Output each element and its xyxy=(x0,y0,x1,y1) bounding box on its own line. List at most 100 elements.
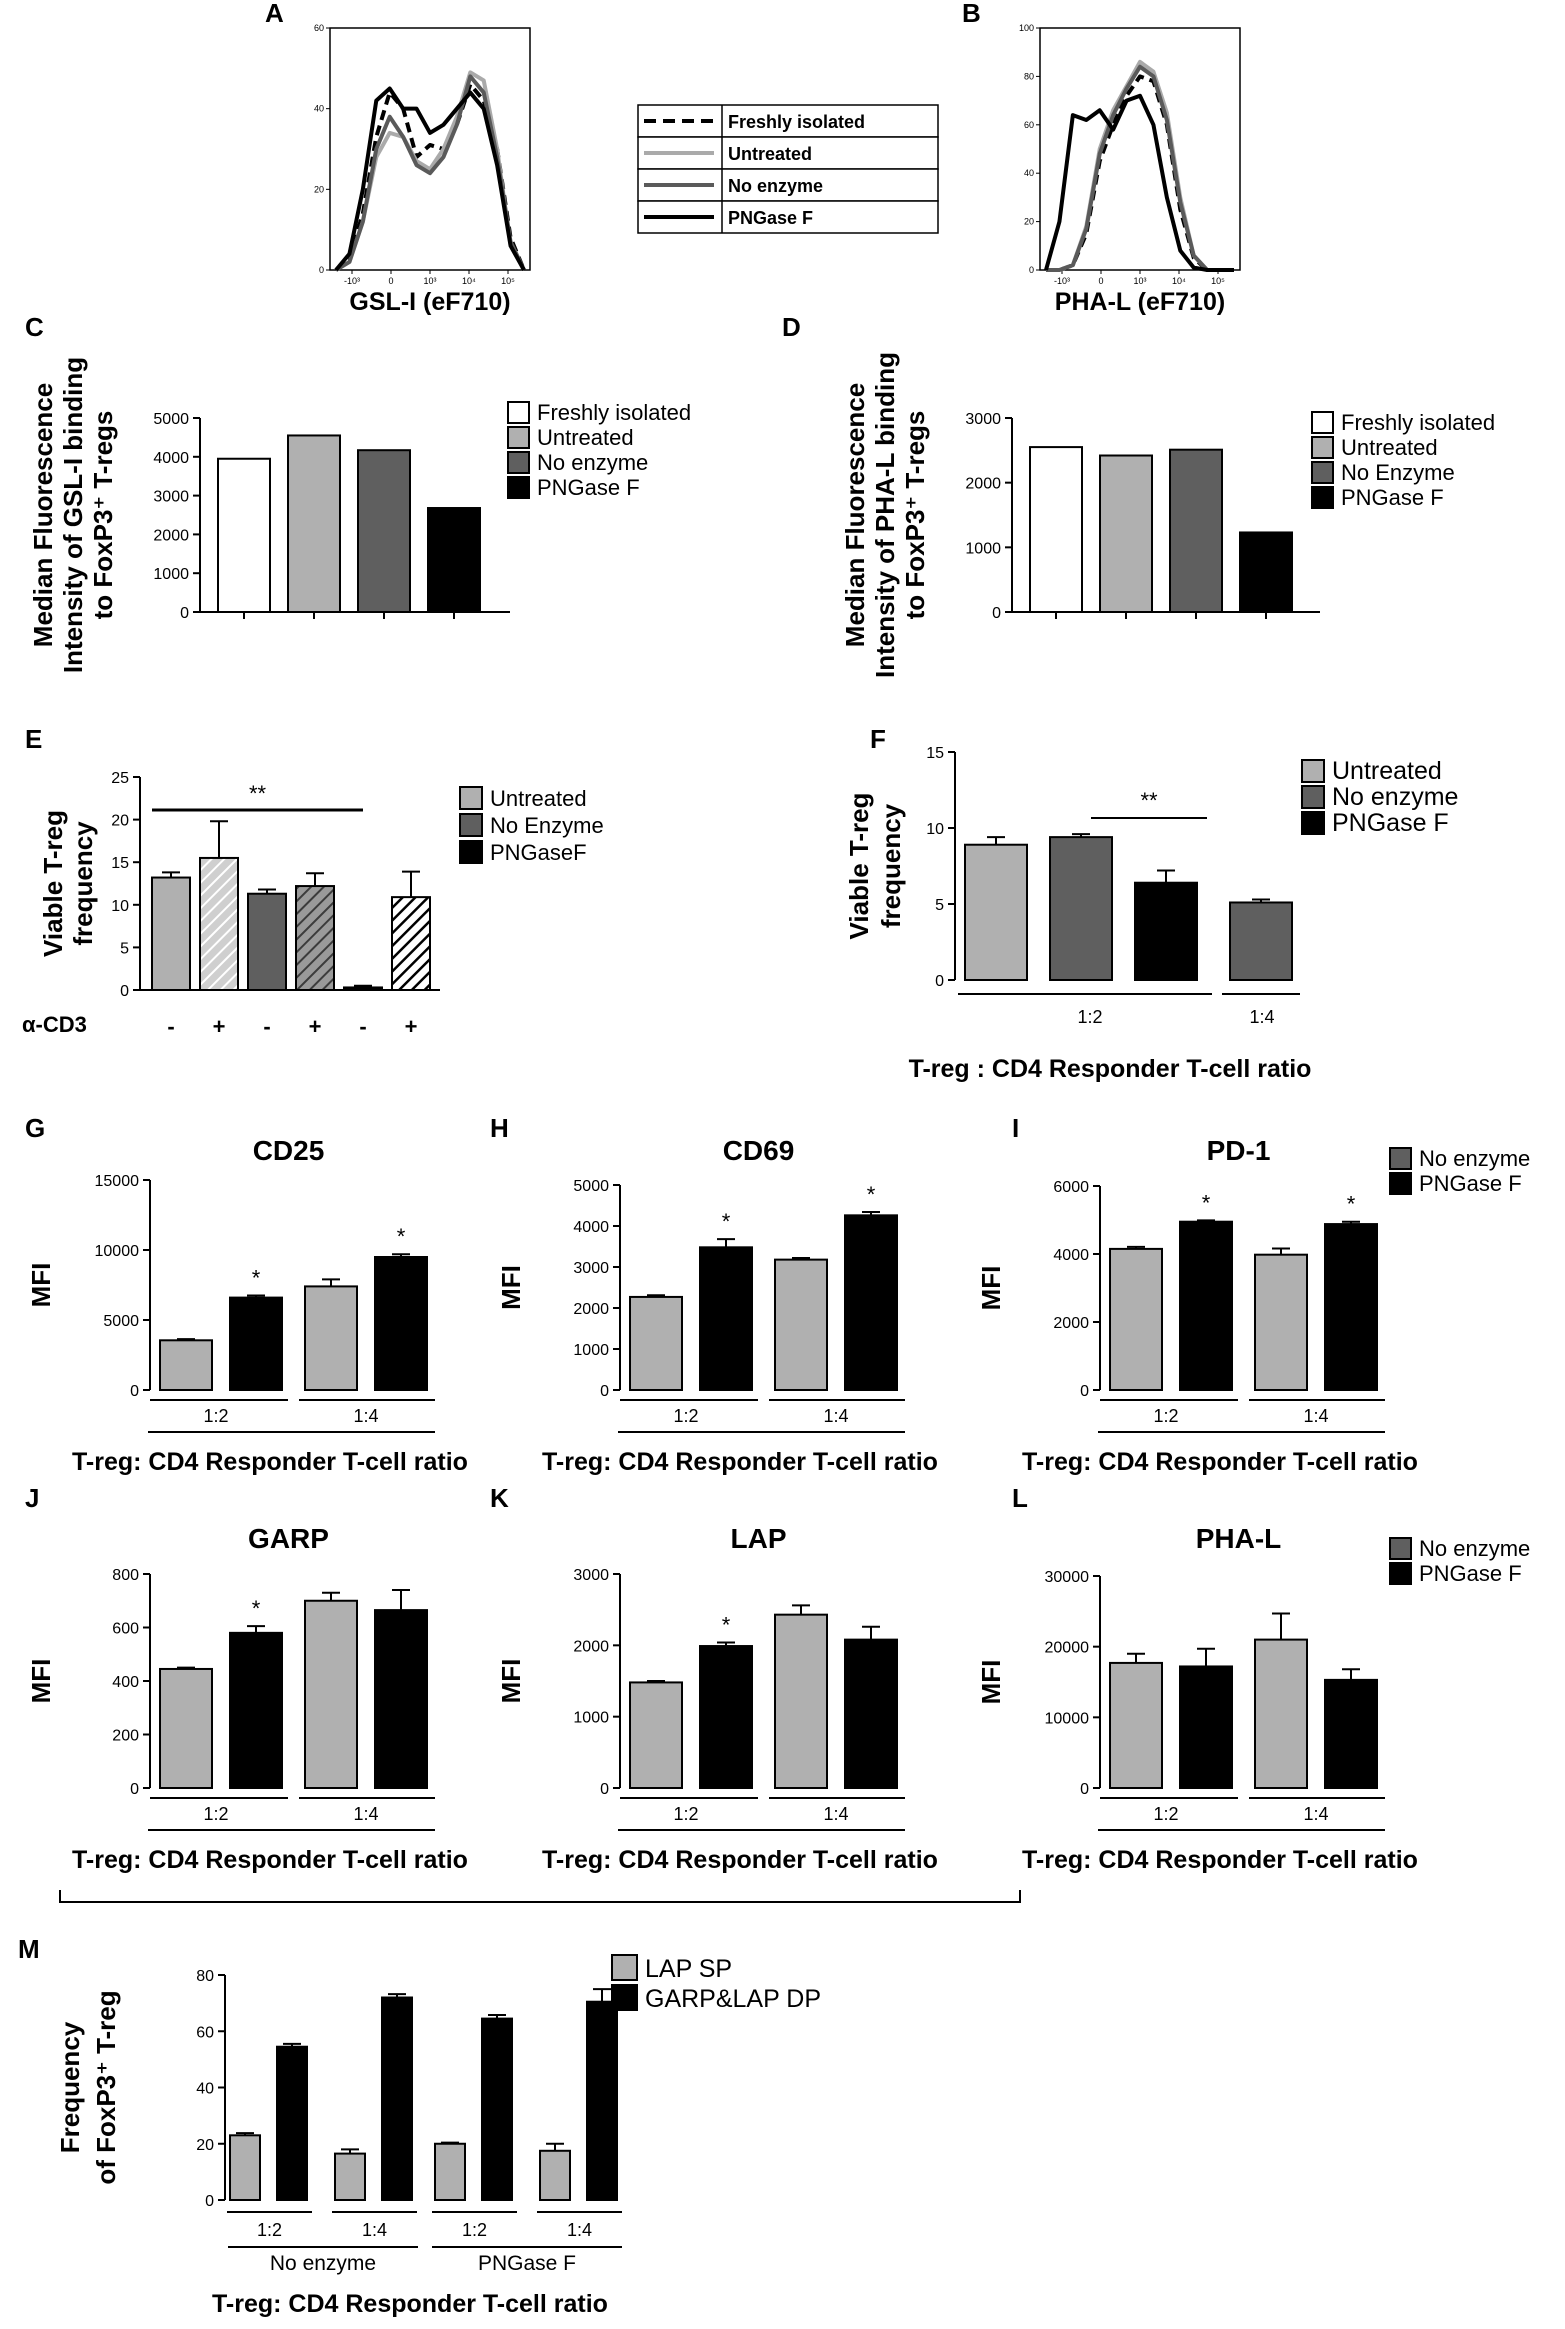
significance-star: * xyxy=(1202,1190,1211,1215)
group-label: 1:2 xyxy=(1153,1804,1178,1824)
legend-swatch xyxy=(1301,785,1325,809)
series-line xyxy=(334,74,526,272)
y-tick-label: 10000 xyxy=(1045,1710,1090,1727)
x-tick-label: - xyxy=(359,1014,366,1039)
y-tick-label: 6000 xyxy=(1053,1179,1089,1196)
panel-letter-M: M xyxy=(18,1934,40,1964)
y-tick-label: 3000 xyxy=(573,1260,609,1277)
x-tick-label: 0 xyxy=(1098,276,1103,286)
bar-2 xyxy=(304,1599,358,1789)
y-tick-label: 5 xyxy=(120,940,129,957)
x-axis-label: T-reg: CD4 Responder T-cell ratio xyxy=(542,1846,938,1874)
legend-label: PNGase F xyxy=(1332,809,1449,837)
y-axis-label: of FoxP3⁺ T-reg xyxy=(91,1990,121,2184)
legend-swatch xyxy=(1301,811,1325,835)
series-line xyxy=(1046,59,1234,272)
legend-label: PNGase F xyxy=(537,475,640,500)
y-tick-label: 5000 xyxy=(153,411,189,428)
y-tick-label: 3000 xyxy=(965,411,1001,428)
legend-label: Untreated xyxy=(490,786,587,811)
bar-1 xyxy=(229,1631,283,1789)
legend-label: No Enzyme xyxy=(1341,460,1455,485)
y-axis-label: MFI xyxy=(496,1265,526,1310)
y-tick-label: 15 xyxy=(111,855,129,872)
x-axis-label: T-reg : CD4 Responder T-cell ratio xyxy=(909,1055,1312,1083)
legend-swatch xyxy=(1311,461,1334,484)
y-axis-label-group: Viable T-reg frequency xyxy=(38,810,98,957)
series-line xyxy=(1044,93,1234,272)
y-axis-label-group: Frequency of FoxP3⁺ T-reg xyxy=(55,1990,121,2184)
panel-letter-L: L xyxy=(1012,1483,1028,1513)
bar-pngase-f xyxy=(1239,531,1293,614)
legend-label: GARP&LAP DP xyxy=(645,1985,821,2013)
bar-3 xyxy=(1324,1678,1378,1790)
y-tick-label: 20000 xyxy=(1045,1640,1090,1657)
group-label: 1:4 xyxy=(353,1804,378,1824)
y-tick-label: 10000 xyxy=(95,1243,140,1260)
bar-3 xyxy=(374,1256,428,1391)
bar-1 xyxy=(699,1246,753,1391)
legend-swatch xyxy=(1389,1562,1412,1585)
x-axis-label: T-reg: CD4 Responder T-cell ratio xyxy=(542,1448,938,1476)
y-axis-label: to FoxP3⁺ T-regs xyxy=(88,411,118,620)
x-tick-label: + xyxy=(405,1014,418,1039)
group-label: 1:4 xyxy=(823,1804,848,1824)
y-axis-label: MFI xyxy=(976,1660,1006,1705)
chart-title: PD-1 xyxy=(1207,1135,1271,1166)
y-tick-label: 60 xyxy=(314,23,324,33)
y-tick-label: 2000 xyxy=(573,1301,609,1318)
y-tick-label: 80 xyxy=(196,1968,214,1985)
y-tick-label: 40 xyxy=(1024,168,1034,178)
bar-3 xyxy=(844,1638,898,1790)
y-tick-label: 0 xyxy=(1080,1383,1089,1400)
x-axis-label: T-reg: CD4 Responder T-cell ratio xyxy=(212,2290,608,2318)
y-tick-label: 20 xyxy=(1024,217,1034,227)
y-tick-label: 20 xyxy=(314,184,324,194)
x-tick-label: 0 xyxy=(388,276,393,286)
group-label: 1:4 xyxy=(353,1406,378,1426)
series-line xyxy=(1046,64,1234,272)
y-axis-label: Intensity of PHA-L binding xyxy=(870,352,900,678)
bar-2 xyxy=(774,1258,828,1391)
bar-0 xyxy=(159,1339,213,1392)
bar-1 xyxy=(1179,1665,1233,1790)
bar-4 xyxy=(343,986,383,991)
bar-5 xyxy=(391,896,431,992)
y-tick-label: 3000 xyxy=(153,489,189,506)
panel-letter-G: G xyxy=(25,1113,45,1143)
x-tick-label: -10³ xyxy=(344,276,360,286)
panel-letter-B: B xyxy=(962,0,981,28)
y-tick-label: 25 xyxy=(111,770,129,787)
y-tick-label: 60 xyxy=(1024,120,1034,130)
panel-letter-E: E xyxy=(25,724,42,754)
group-label: 1:4 xyxy=(1303,1406,1328,1426)
y-axis-label-group: Median Fluorescence Intensity of GSL-I bi… xyxy=(28,357,118,673)
y-tick-label: 0 xyxy=(120,983,129,1000)
significance-star: * xyxy=(252,1596,261,1621)
x-axis-label: PHA-L (eF710) xyxy=(1055,288,1225,316)
bar-no-enzyme xyxy=(357,449,411,614)
legend-swatch xyxy=(1389,1537,1412,1560)
y-tick-label: 100 xyxy=(1019,23,1034,33)
y-tick-label: 5000 xyxy=(103,1313,139,1330)
bar-garp-lap-dp xyxy=(586,2000,618,2201)
legend-label: Freshly isolated xyxy=(537,400,691,425)
legend-label: PNGase F xyxy=(1419,1171,1522,1196)
y-axis-label: Median Fluorescence xyxy=(28,383,58,647)
bar-untreated xyxy=(1099,454,1153,613)
x-axis-label: GSL-I (eF710) xyxy=(349,288,510,316)
legend-swatch xyxy=(507,401,530,424)
bar-2 xyxy=(1254,1638,1308,1789)
panel-letter-A: A xyxy=(265,0,284,28)
significance-star: * xyxy=(397,1224,406,1249)
legend-swatch xyxy=(459,786,483,810)
significance-star: * xyxy=(252,1266,261,1291)
x-tick-label: 10⁴ xyxy=(462,276,476,286)
chart-title: GARP xyxy=(248,1523,329,1554)
bar-1 xyxy=(1179,1220,1233,1391)
y-tick-label: 4000 xyxy=(573,1219,609,1236)
y-tick-label: 0 xyxy=(935,973,944,990)
y-tick-label: 200 xyxy=(112,1728,139,1745)
y-tick-label: 20 xyxy=(111,813,129,830)
y-axis-label: Intensity of GSL-I binding xyxy=(58,357,88,673)
